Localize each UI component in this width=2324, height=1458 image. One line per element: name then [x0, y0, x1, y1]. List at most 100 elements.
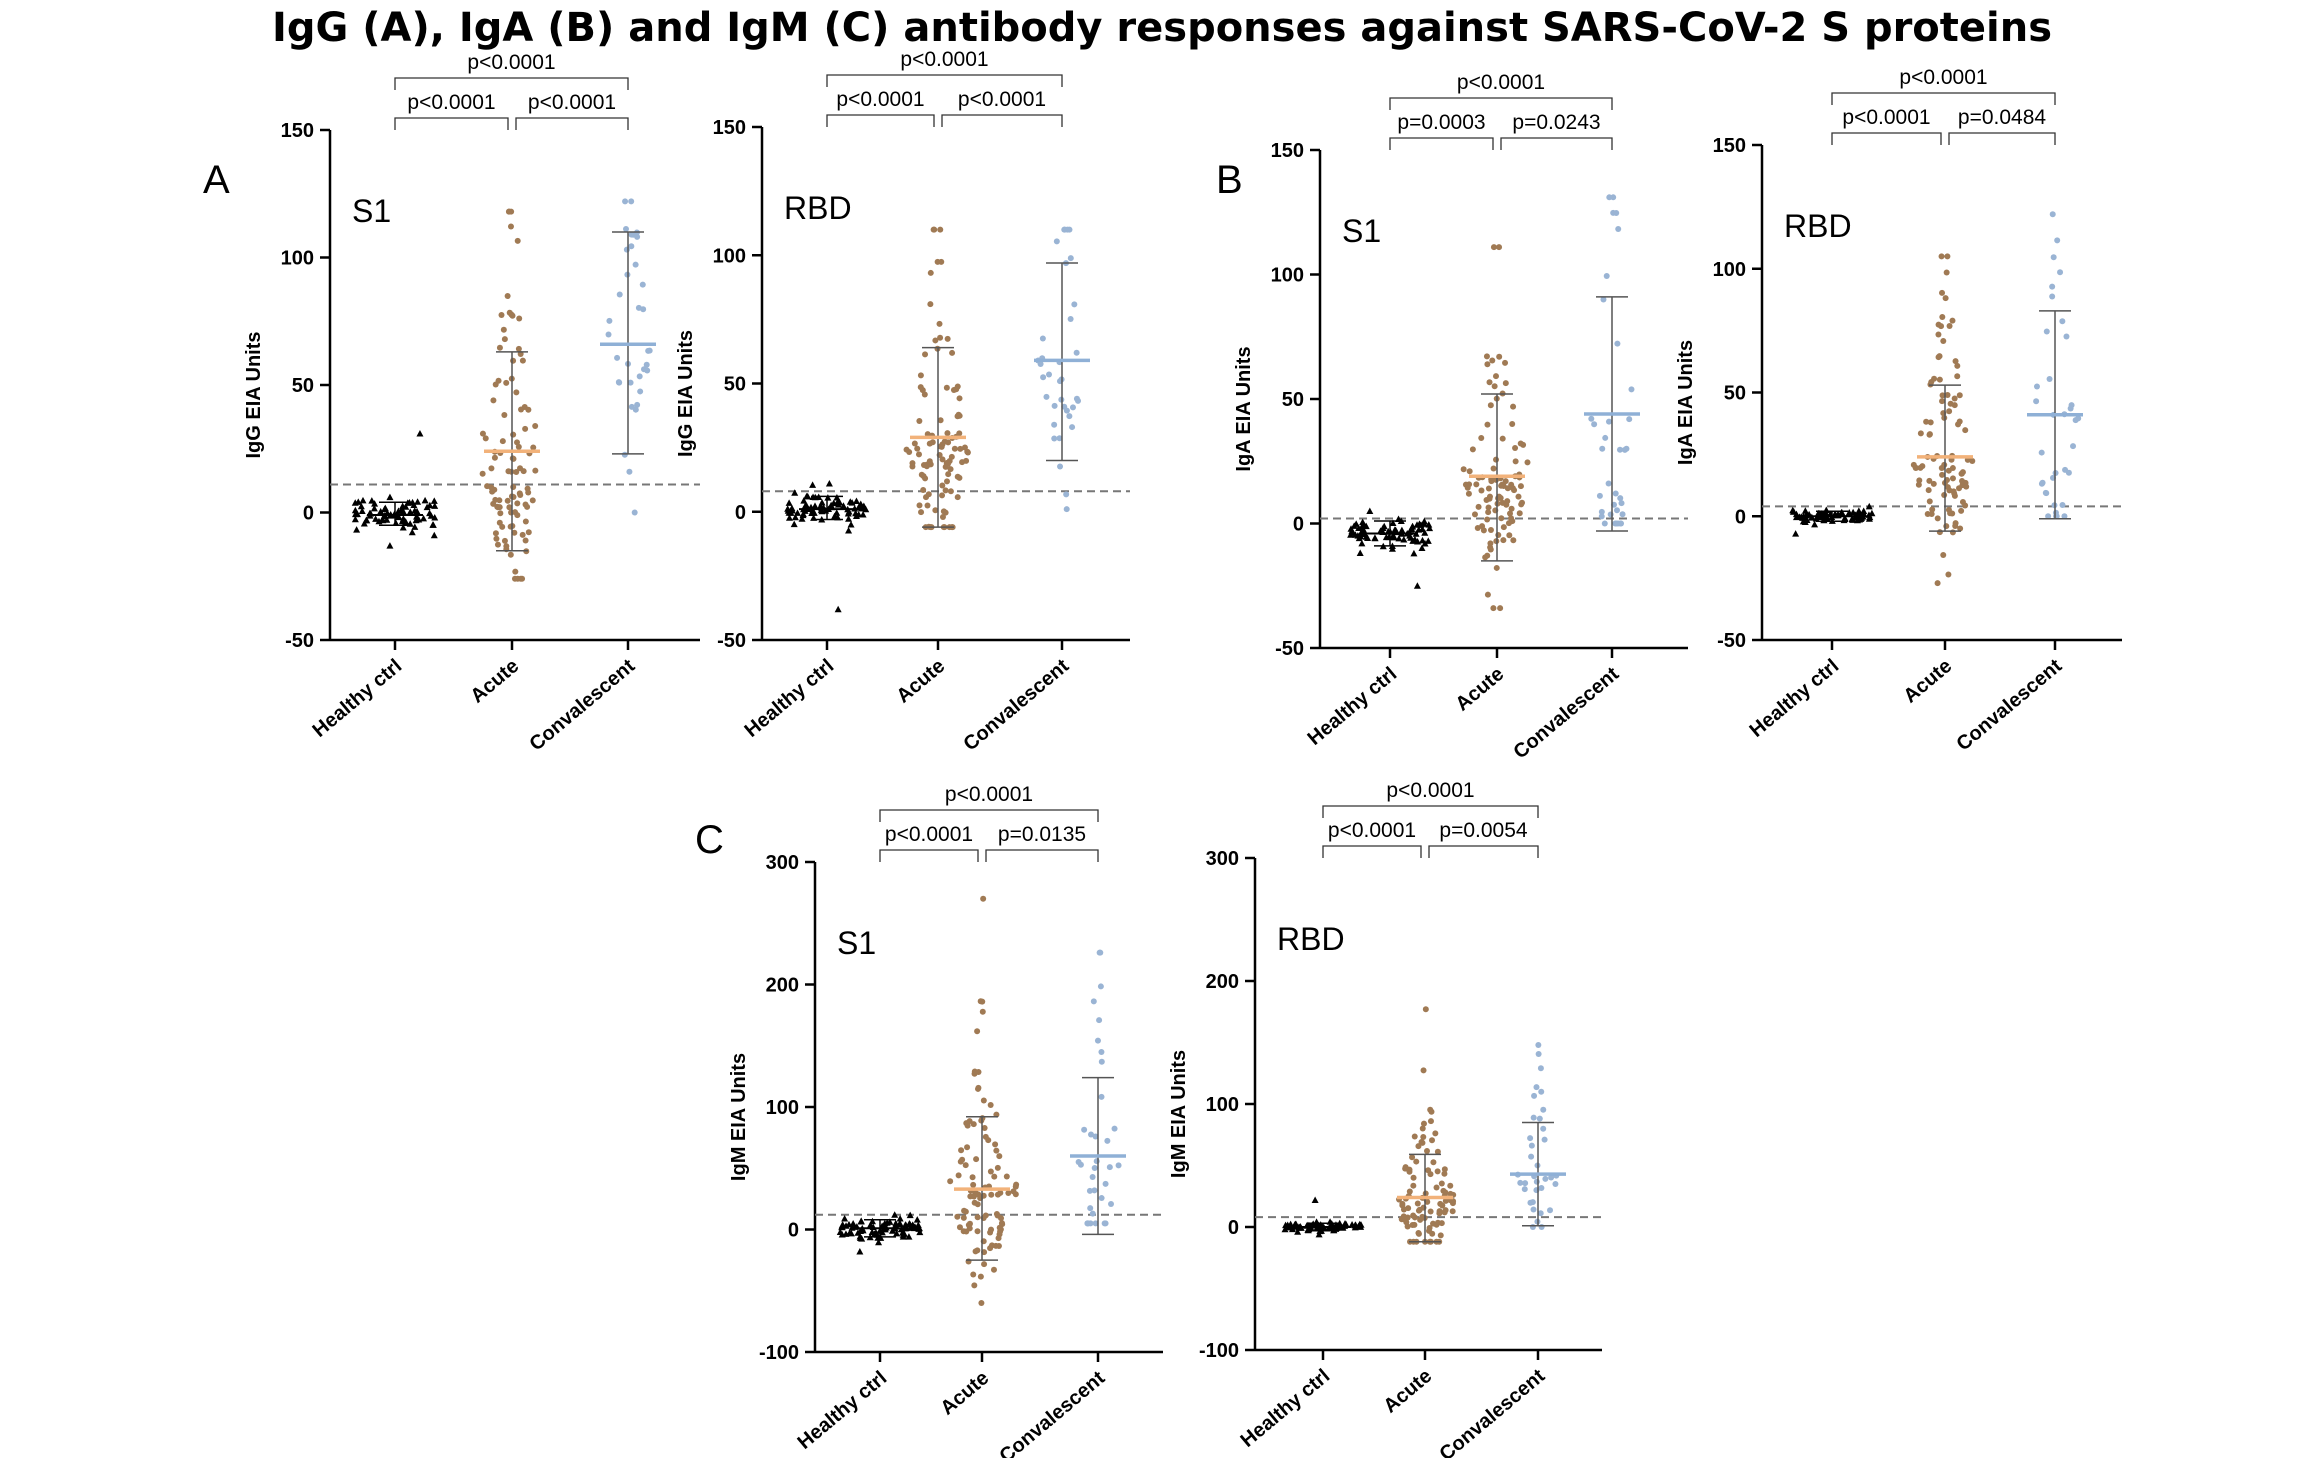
data-point-acute: [1916, 477, 1923, 484]
data-point-acute: [1499, 435, 1506, 442]
data-point-acute: [505, 468, 512, 475]
data-point-acute: [1935, 331, 1942, 338]
data-point-acute: [1917, 430, 1924, 437]
data-point-acute: [1486, 493, 1493, 500]
data-point-acute: [1491, 383, 1498, 390]
inset-label: S1: [837, 925, 876, 961]
data-point-convalescent: [1605, 480, 1612, 487]
data-point-acute: [514, 500, 521, 507]
x-tick-label: Healthy ctrl: [309, 655, 407, 742]
data-point-acute: [1466, 468, 1473, 475]
data-point-healthy: [1284, 1223, 1292, 1230]
data-point-healthy: [1426, 524, 1434, 532]
data-point-convalescent: [1596, 492, 1603, 499]
data-point-acute: [974, 1228, 981, 1235]
data-point-acute: [1951, 395, 1958, 402]
y-tick-label: 50: [1724, 383, 1746, 405]
x-tick-label: Healthy ctrl: [794, 1367, 892, 1454]
data-point-convalescent: [1106, 1164, 1113, 1171]
data-point-convalescent: [1530, 1206, 1537, 1213]
data-point-healthy: [798, 515, 806, 522]
data-point-acute: [1409, 1154, 1416, 1161]
data-point-acute: [971, 1282, 978, 1289]
data-point-convalescent: [1588, 415, 1595, 422]
data-point-acute: [1438, 1220, 1445, 1227]
data-point-acute: [1512, 445, 1519, 452]
x-tick-label: Convalescent: [1435, 1365, 1549, 1458]
data-point-acute: [1438, 1180, 1445, 1187]
p-value-label: p<0.0001: [1842, 106, 1930, 129]
significance-bracket: [826, 74, 1063, 87]
data-point-convalescent: [1053, 238, 1060, 245]
data-point-acute: [973, 1156, 980, 1163]
data-point-convalescent: [1051, 435, 1058, 442]
significance-bracket: [1831, 132, 1942, 145]
data-point-convalescent: [2046, 375, 2053, 382]
data-point-acute: [1429, 1230, 1436, 1237]
data-point-healthy: [899, 1231, 907, 1238]
data-point-convalescent: [1111, 1125, 1118, 1132]
data-point-convalescent: [2054, 237, 2061, 244]
data-point-convalescent: [1081, 1126, 1088, 1133]
data-point-acute: [1940, 552, 1947, 559]
data-point-convalescent: [1598, 508, 1605, 515]
data-point-convalescent: [1538, 1184, 1545, 1191]
data-point-acute: [974, 1201, 981, 1208]
data-point-acute: [1478, 434, 1485, 441]
data-point-healthy: [1355, 534, 1363, 542]
data-point-convalescent: [1096, 1017, 1103, 1024]
data-point-healthy: [868, 1217, 876, 1225]
data-point-convalescent: [1612, 490, 1619, 497]
data-point-healthy: [909, 1222, 917, 1229]
data-point-healthy: [804, 492, 812, 500]
y-axis-label: IgG EIA Units: [675, 330, 697, 457]
data-point-acute: [1420, 1133, 1427, 1140]
data-point-healthy: [1352, 520, 1360, 527]
data-point-healthy: [416, 429, 424, 437]
p-value-label: p<0.0001: [528, 91, 616, 114]
data-point-healthy: [825, 480, 833, 487]
data-point-convalescent: [2043, 490, 2050, 497]
data-point-acute: [1946, 487, 1953, 494]
data-point-acute: [1493, 564, 1500, 571]
data-point-acute: [1486, 379, 1493, 386]
data-point-healthy: [1420, 520, 1428, 527]
data-point-acute: [975, 1068, 982, 1075]
data-point-acute: [1450, 1198, 1457, 1205]
data-point-acute: [1484, 516, 1491, 523]
data-point-convalescent: [1540, 1106, 1547, 1113]
data-point-acute: [954, 1213, 961, 1220]
data-point-healthy: [893, 1229, 901, 1237]
data-point-acute: [953, 386, 960, 393]
data-point-acute: [1952, 522, 1959, 529]
data-point-acute: [1946, 322, 1953, 329]
data-point-acute: [1939, 313, 1946, 320]
data-point-acute: [494, 541, 501, 548]
data-point-healthy: [1400, 535, 1408, 543]
data-point-acute: [956, 474, 963, 481]
data-point-acute: [987, 1101, 994, 1108]
data-point-acute: [1460, 466, 1467, 473]
data-point-convalescent: [1075, 1159, 1082, 1166]
data-point-acute: [985, 1137, 992, 1144]
data-point-acute: [1447, 1182, 1454, 1189]
data-point-acute: [956, 430, 963, 437]
data-point-healthy: [847, 521, 855, 528]
data-point-healthy: [794, 509, 802, 516]
data-point-acute: [491, 454, 498, 461]
data-point-healthy: [1853, 516, 1861, 524]
data-point-acute: [1492, 373, 1499, 380]
data-point-healthy: [1362, 522, 1370, 530]
p-value-label: p=0.0484: [1958, 106, 2046, 129]
data-point-acute: [490, 500, 497, 507]
data-point-convalescent: [622, 198, 629, 205]
data-point-acute: [1420, 1067, 1427, 1074]
data-point-acute: [1910, 461, 1917, 468]
data-point-healthy: [1366, 507, 1374, 515]
data-point-healthy: [845, 526, 853, 534]
data-point-acute: [1939, 392, 1946, 399]
data-point-acute: [1441, 1166, 1448, 1173]
data-point-healthy: [1380, 522, 1388, 530]
data-point-convalescent: [1540, 1125, 1547, 1132]
data-point-acute: [1956, 418, 1963, 425]
